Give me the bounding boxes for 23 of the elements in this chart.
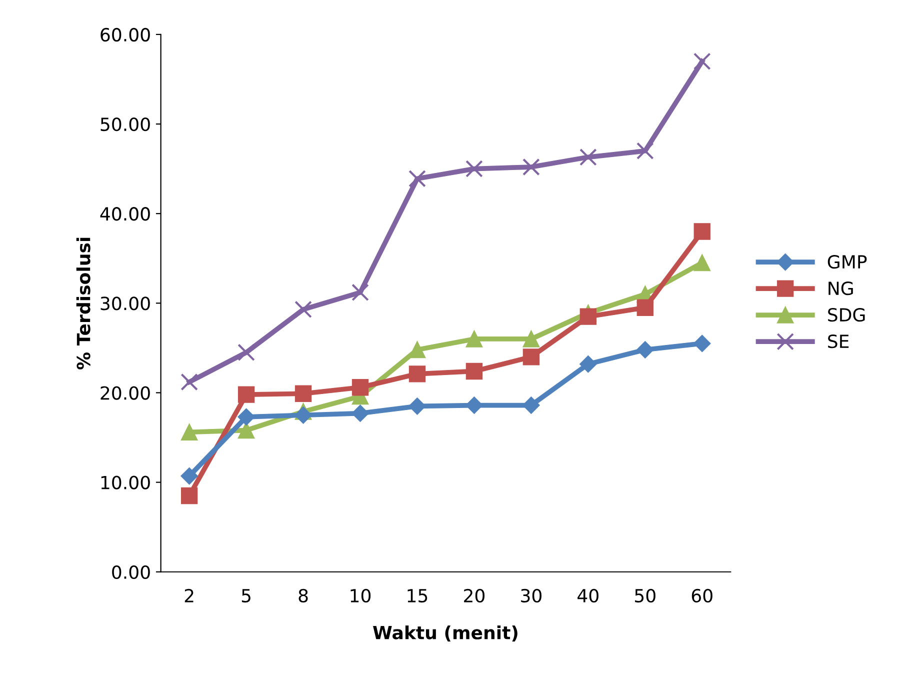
x-axis-title: Waktu (menit) — [373, 625, 518, 642]
x-tick-label: 40 — [578, 588, 598, 603]
x-tick-label: 30 — [521, 588, 542, 603]
y-tick-label: 20.00 — [100, 386, 150, 400]
x-tick-label: 50 — [635, 588, 656, 603]
y-axis-title: % Terdisolusi — [76, 238, 90, 370]
x-tick-label: 20 — [464, 588, 484, 603]
x-tick-label: 5 — [242, 589, 250, 603]
y-tick-label: 40.00 — [100, 207, 150, 221]
x-tick-label: 8 — [298, 588, 308, 603]
legend-label: SDG — [828, 308, 865, 322]
x-tick-label: 60 — [692, 588, 712, 603]
x-tick-label: 10 — [350, 588, 371, 603]
y-tick-label: 30.00 — [100, 296, 150, 310]
x-tick-label: 2 — [184, 588, 194, 602]
x-tick-label: 15 — [408, 589, 428, 603]
y-tick-label: 60.00 — [100, 28, 150, 42]
y-tick-label: 50.00 — [100, 117, 150, 132]
y-tick-label: 10.00 — [101, 476, 150, 490]
y-tick-label: 0.00 — [112, 565, 150, 579]
legend-label: SE — [828, 334, 849, 348]
legend-label: NG — [828, 281, 853, 296]
legend-label: GMP — [828, 254, 867, 269]
